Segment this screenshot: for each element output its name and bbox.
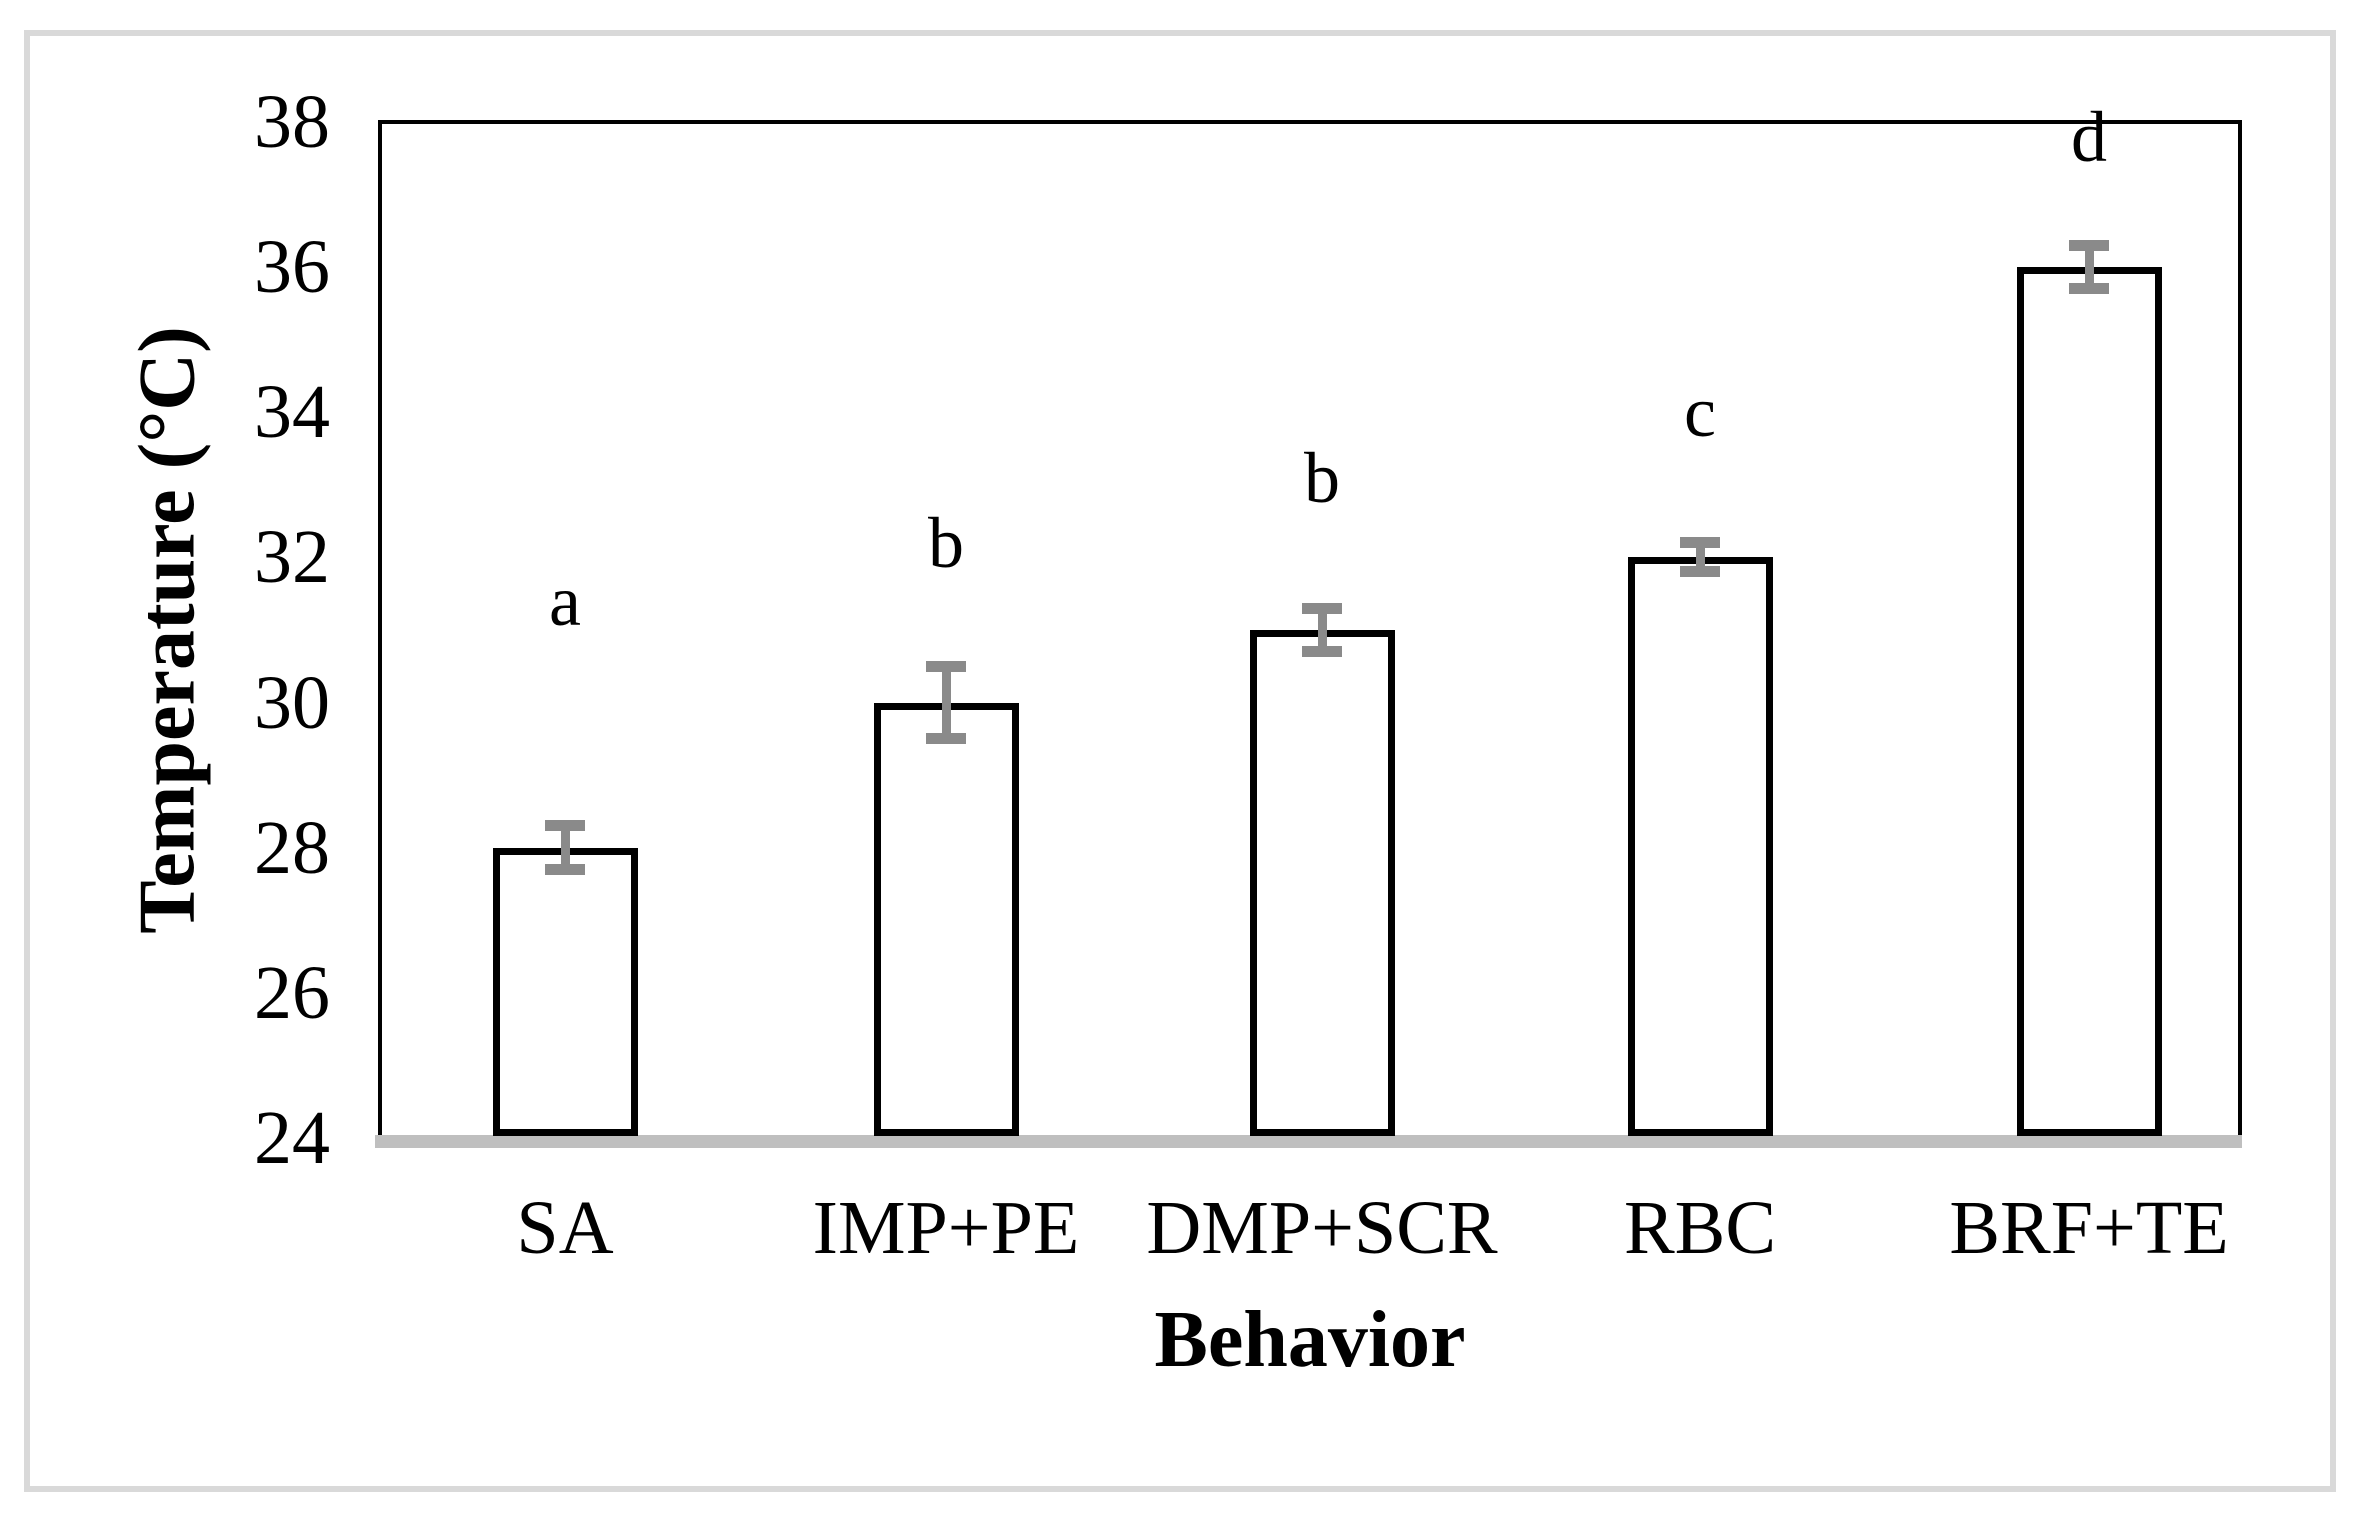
y-tick-label: 36 [254, 225, 330, 310]
error-bar-cap [1302, 646, 1342, 658]
error-bar-cap [1302, 602, 1342, 614]
significance-letter: c [1684, 372, 1716, 453]
x-axis-baseline [375, 1135, 2242, 1148]
y-tick-label: 28 [254, 805, 330, 890]
y-tick-label: 24 [254, 1096, 330, 1180]
x-tick-label: RBC [1623, 1186, 1777, 1270]
significance-letter: b [1304, 437, 1340, 518]
x-tick-label: SA [516, 1186, 614, 1270]
bar-BRF+TE [2016, 267, 2162, 1136]
error-bar-cap [2069, 239, 2109, 251]
x-tick-label: DMP+SCR [1146, 1186, 1498, 1270]
significance-letter: a [549, 560, 581, 641]
error-bar [1317, 608, 1327, 652]
significance-letter: d [2071, 96, 2107, 177]
error-bar [560, 825, 570, 870]
y-tick-label: 38 [254, 80, 330, 164]
y-tick-label: 34 [254, 370, 330, 455]
error-bar-cap [545, 820, 585, 832]
error-bar-cap [545, 863, 585, 875]
bar-IMP+PE [873, 702, 1019, 1136]
significance-letter: b [928, 502, 964, 583]
bar-RBC [1627, 557, 1773, 1136]
x-tick-label: IMP+PE [812, 1186, 1080, 1270]
bar-DMP+SCR [1249, 630, 1395, 1136]
error-bar-cap [1680, 537, 1720, 549]
bar-SA [492, 847, 638, 1136]
x-axis-title: Behavior [1154, 1296, 1466, 1384]
error-bar [1695, 542, 1705, 572]
error-bar-cap [926, 733, 966, 745]
y-tick-label: 32 [254, 515, 330, 600]
error-bar [2084, 245, 2094, 289]
y-axis-title: Temperature (°C) [123, 326, 212, 934]
error-bar-cap [2069, 283, 2109, 295]
error-bar [941, 666, 951, 739]
figure-frame [24, 30, 2336, 1492]
y-tick-label: 26 [254, 950, 330, 1035]
x-tick-label: BRF+TE [1949, 1186, 2229, 1270]
error-bar-cap [926, 660, 966, 672]
y-tick-label: 30 [254, 660, 330, 745]
error-bar-cap [1680, 566, 1720, 578]
